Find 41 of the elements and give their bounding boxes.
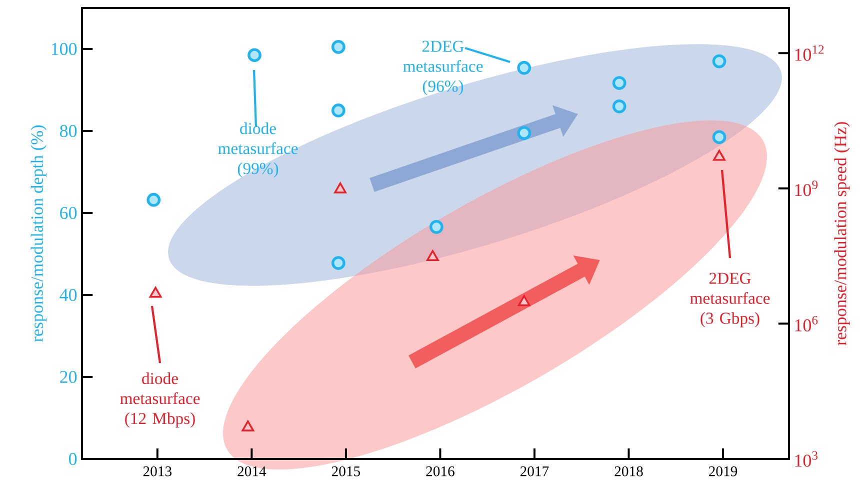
point	[430, 220, 444, 234]
annotation: diode metasurface (99%)	[218, 122, 298, 178]
y2-tick-label: 10$^{12}$	[795, 45, 824, 61]
annotation: 2DEG metasurface (96%)	[403, 40, 483, 96]
y-tick-label: 40	[60, 288, 77, 302]
point	[248, 48, 262, 62]
x-tick-label: 2014	[238, 466, 266, 476]
x-tick-label: 2016	[426, 466, 454, 476]
point	[146, 192, 161, 207]
point	[517, 126, 532, 140]
point	[713, 150, 726, 161]
point	[331, 256, 346, 270]
point	[517, 60, 532, 75]
point	[242, 420, 254, 432]
y2-tick-label: 10$^{9}$	[795, 180, 818, 196]
y-tick-label: 100	[52, 42, 77, 56]
y-tick-label: 20	[60, 370, 77, 384]
y2-tick-label: 10$^{3}$	[795, 451, 818, 467]
point	[612, 99, 626, 114]
x-tick-label: 2017	[520, 466, 549, 476]
x-tick-label: 2019	[708, 466, 738, 476]
point	[149, 286, 162, 298]
y-tick-label: 0	[68, 452, 77, 466]
point	[331, 40, 346, 54]
point	[426, 250, 439, 262]
x-tick-label: 2018	[614, 466, 643, 476]
annotation: diode metasurface (12 Mbps)	[120, 372, 200, 428]
point	[331, 104, 346, 118]
x-tick-label: 2015	[332, 466, 360, 476]
annotation: 2DEG metasurface (3 Gbps)	[690, 272, 770, 328]
y-axis-title: response/modulation depth (%)	[30, 125, 46, 342]
point	[612, 76, 626, 90]
point	[712, 130, 726, 144]
point	[712, 54, 726, 68]
y2-tick-label: 10$^{6}$	[795, 316, 818, 332]
y2-axis-title: response/modulation speed (Hz)	[834, 122, 850, 346]
x-tick-label: 2013	[143, 466, 172, 476]
point	[334, 182, 346, 194]
y-tick-label: 60	[60, 206, 77, 220]
y-tick-label: 80	[60, 124, 77, 138]
point	[518, 295, 530, 306]
